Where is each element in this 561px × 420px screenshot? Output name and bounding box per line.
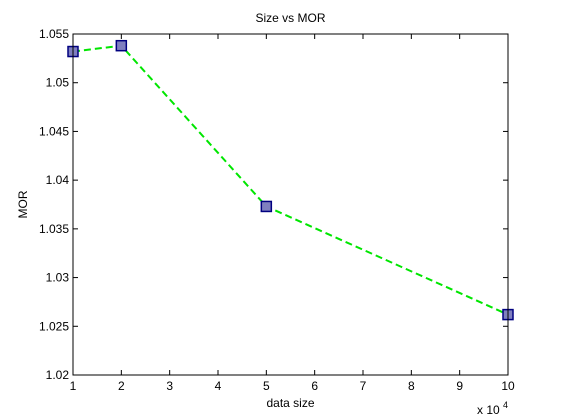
x-tick-label: 10 [501,379,515,393]
y-tick-label: 1.025 [39,319,69,333]
x-tick-label: 2 [118,379,125,393]
x-tick-label: 5 [263,379,270,393]
x-tick-label: 7 [360,379,367,393]
plot-frame [72,33,509,376]
data-point-marker [115,39,128,52]
y-tick-label: 1.05 [46,76,70,90]
x-axis-exponent-power: 4 [503,400,508,410]
x-tick-label: 9 [456,379,463,393]
x-tick-label: 4 [215,379,222,393]
y-tick-label: 1.04 [46,173,70,187]
x-tick-label: 6 [311,379,318,393]
y-tick-label: 1.03 [46,271,70,285]
x-tick-label: 3 [166,379,173,393]
y-tick-label: 1.045 [39,124,69,138]
x-tick-label: 1 [70,379,77,393]
data-point-marker [260,200,273,213]
chart-title: Size vs MOR [255,11,325,25]
x-tick-label: 8 [408,379,415,393]
ticks-layer: 1 2 3 4 5 6 7 8 9 10 1.02 1.025 1.03 1.035 1.04 1.045 1.… [39,27,515,393]
plot-area [73,34,508,375]
x-axis-exponent: x 10 4 [477,400,508,417]
y-tick-label: 1.02 [46,368,70,382]
y-tick-label: 1.055 [39,27,69,41]
y-axis-title: MOR [16,190,30,218]
y-tick-label: 1.035 [39,222,69,236]
series-line [72,44,509,316]
x-axis-exponent-base: x 10 [477,403,500,417]
x-axis-title: data size [266,396,314,410]
